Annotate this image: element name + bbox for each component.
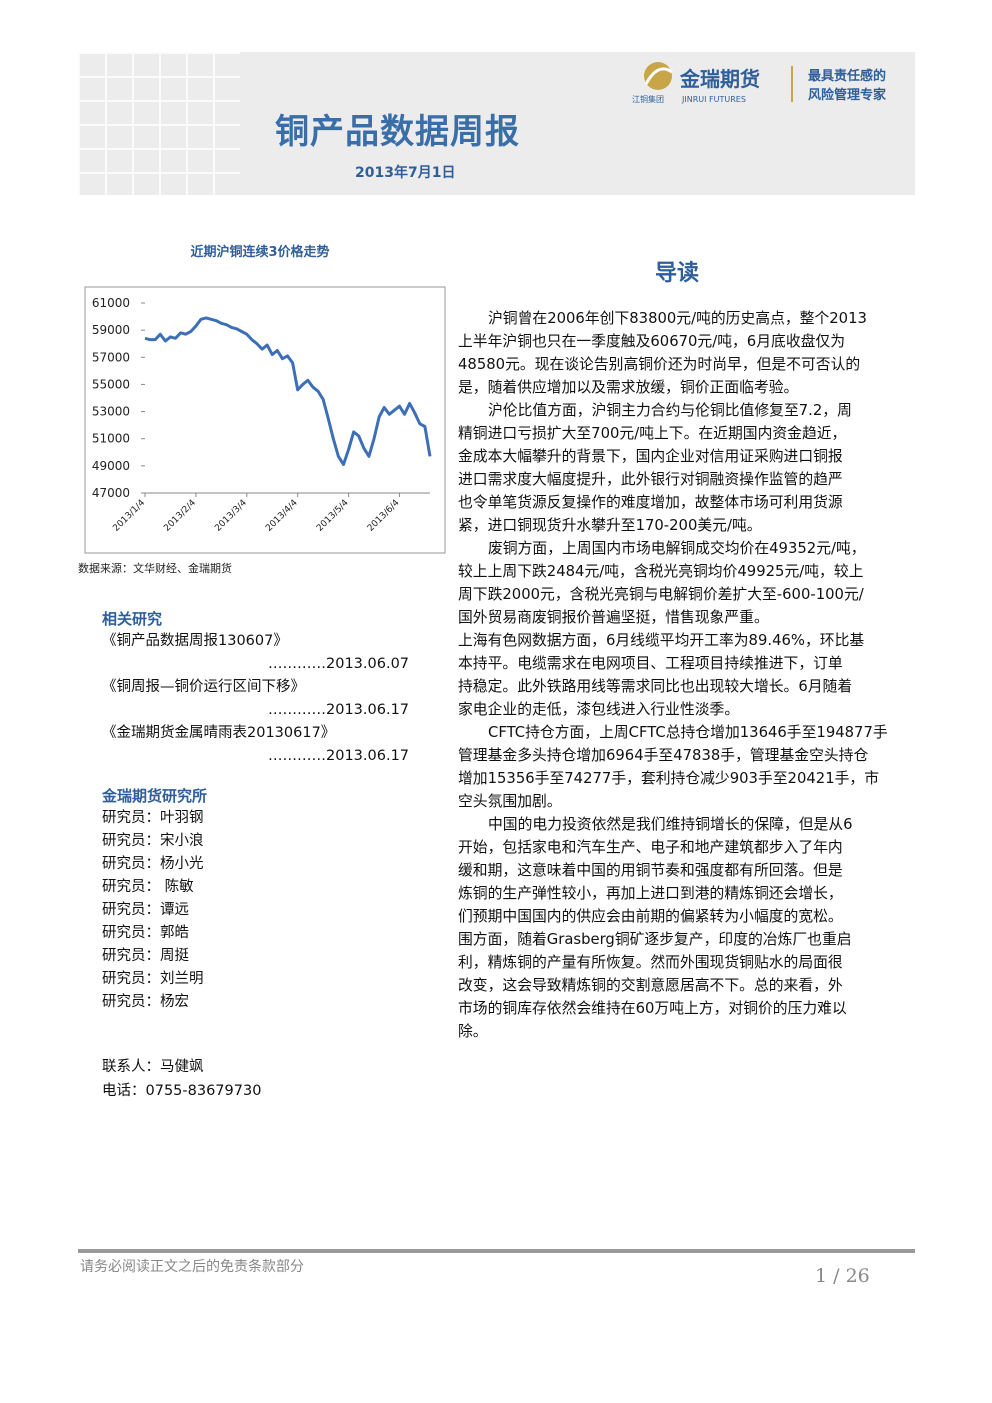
guide-heading: 导读 <box>655 261 700 286</box>
body-line: 除。 <box>458 1023 488 1040</box>
footer-rule <box>78 1249 915 1253</box>
slogan: 风险管理专家 <box>808 87 887 103</box>
disclaimer: 请务必阅读正文之后的免责条款部分 <box>80 1259 304 1275</box>
body-line: 48580元。现在谈论告别高铜价还为时尚早，但是不可否认的 <box>458 356 861 373</box>
logo-swoosh <box>644 67 673 85</box>
researcher: 研究员：周挺 <box>102 948 189 964</box>
y-tick-label: 57000 <box>92 350 130 364</box>
body-line: 是，随着供应增加以及需求放缓，铜价正面临考验。 <box>458 379 799 396</box>
body-line: 精铜进口亏损扩大至700元/吨上下。在近期国内资金趋近， <box>458 425 847 442</box>
logo-mark <box>644 62 672 90</box>
body-line: 家电企业的走低，漆包线进入行业性淡季。 <box>458 701 740 718</box>
researcher: 研究员：杨小光 <box>102 856 204 872</box>
chart-source: 数据来源：文华财经、金瑞期货 <box>78 562 232 575</box>
slogan: 最具责任感的 <box>808 68 886 84</box>
related-title: 《铜周报—铜价运行区间下移》 <box>102 679 305 695</box>
body-line: CFTC持仓方面，上周CFTC总持仓增加13646手至194877手 <box>488 724 888 741</box>
body-line: 管理基金多头持仓增加6964手至47838手，管理基金空头持仓 <box>458 747 869 764</box>
related-title: 《铜产品数据周报130607》 <box>102 633 288 649</box>
body-line: 增加15356手至74277手，套利持仓减少903手至20421手，市 <box>458 770 880 787</box>
body-line: 进口需求度大幅度提升，此外银行对铜融资操作监管的趋严 <box>458 471 843 488</box>
logo-name: 金瑞期货 <box>679 67 760 91</box>
chart: 近期沪铜连续3价格走势 47000 49000 51000 53000 55000 570… <box>84 244 446 554</box>
body-line: 废铜方面，上周国内市场电解铜成交均价在49352元/吨， <box>488 540 866 557</box>
body-line: 利，精炼铜的产量有所恢复。然而外围现货铜贴水的局面很 <box>458 954 843 971</box>
body-line: 沪铜曾在2006年创下83800元/吨的历史高点，整个2013 <box>488 310 867 327</box>
section-heading: 金瑞期货研究所 <box>102 787 208 805</box>
body-line: 上海有色网数据方面，6月线缆平均开工率为89.46%，环比基 <box>458 632 865 649</box>
body-line: 开始，包括家电和汽车生产、电子和地产建筑都步入了年内 <box>458 839 843 856</box>
body-line: 缓和期，这意味着中国的用铜节奏和强度都有所回落。但是 <box>458 862 843 879</box>
chart-title: 近期沪铜连续3价格走势 <box>190 244 329 260</box>
body-line: 也令单笔货源反复操作的难度增加，故整体市场可利用货源 <box>458 494 843 511</box>
body-line: 们预期中国国内的供应会由前期的偏紧转为小幅度的宽松。 <box>458 908 843 925</box>
logo: 金瑞期货 江铜集团 JINRUI FUTURES 最具责任感的 风险管理专家 <box>632 62 887 104</box>
related-date: …………2013.06.07 <box>268 656 410 672</box>
y-tick-label: 53000 <box>92 405 130 419</box>
related-date: …………2013.06.17 <box>268 748 410 764</box>
researcher: 研究员：杨宏 <box>102 994 189 1010</box>
logo-group: 江铜集团 <box>632 94 664 104</box>
contact-person: 联系人：马健飒 <box>102 1059 204 1075</box>
body-line: 金成本大幅攀升的背景下，国内企业对信用证采购进口铜报 <box>458 448 843 465</box>
guide-body: 沪铜曾在2006年创下83800元/吨的历史高点，整个2013 上半年沪铜也只在一… <box>458 307 918 1047</box>
page-number: 1 / 26 <box>815 1265 870 1287</box>
researcher: 研究员：宋小浪 <box>102 833 204 849</box>
doc-title: 铜产品数据周报 <box>275 112 520 152</box>
body-line: 紧，进口铜现货升水攀升至170-200美元/吨。 <box>458 517 762 534</box>
contact-phone: 电话：0755-83679730 <box>102 1083 262 1099</box>
body-line: 沪伦比值方面，沪铜主力合约与伦铜比值修复至7.2，周 <box>488 402 852 419</box>
researcher: 研究员：刘兰明 <box>102 971 204 987</box>
y-tick-label: 61000 <box>92 296 130 310</box>
price-line <box>144 316 432 466</box>
body-line: 持稳定。此外铁路用线等需求同比也出现较大增长。6月随着 <box>458 678 853 695</box>
researcher: 研究员：叶羽钢 <box>102 810 204 826</box>
y-tick-label: 49000 <box>92 459 130 473</box>
body-line: 中国的电力投资依然是我们维持铜增长的保障，但是从6 <box>488 816 853 833</box>
researcher: 研究员：谭远 <box>102 902 189 918</box>
chart-frame <box>84 286 446 554</box>
body-line: 改变，这会导致精炼铜的交割意愿居高不下。总的来看，外 <box>458 977 843 994</box>
body-line: 炼铜的生产弹性较小，再加上进口到港的精炼铜还会增长， <box>458 885 843 902</box>
body-line: 较上上周下跌2484元/吨，含税光亮铜均价49925元/吨，较上 <box>458 563 864 580</box>
y-tick-label: 59000 <box>92 323 130 337</box>
body-line: 国外贸易商废铜报价普遍坚挺，惜售现象严重。 <box>458 609 769 626</box>
related-date: …………2013.06.17 <box>268 702 410 718</box>
section-heading: 相关研究 <box>102 610 163 628</box>
body-line: 上半年沪铜也只在一季度触及60670元/吨，6月底收盘仅为 <box>458 333 846 350</box>
body-line: 空头氛围加剧。 <box>458 793 562 810</box>
logo-en: JINRUI FUTURES <box>681 95 746 104</box>
body-line: 围方面，随着Grasberg铜矿逐步复产，印度的冶炼厂也重启 <box>458 931 852 948</box>
y-tick-label: 55000 <box>92 377 130 391</box>
researcher: 研究员： 陈敏 <box>102 879 194 895</box>
y-tick-label: 51000 <box>92 432 130 446</box>
body-line: 周下跌2000元，含税光亮铜与电解铜价差扩大至-600-100元/ <box>458 586 864 603</box>
body-line: 本持平。电缆需求在电网项目、工程项目持续推进下，订单 <box>458 655 843 672</box>
body-line: 市场的铜库存依然会维持在60万吨上方，对铜价的压力难以 <box>458 1000 847 1017</box>
header-pattern <box>78 52 240 195</box>
researcher: 研究员：郭皓 <box>102 925 189 941</box>
doc-date: 2013年7月1日 <box>355 165 456 181</box>
related-title: 《金瑞期货金属晴雨表20130617》 <box>102 725 336 741</box>
y-tick-label: 47000 <box>92 486 130 500</box>
